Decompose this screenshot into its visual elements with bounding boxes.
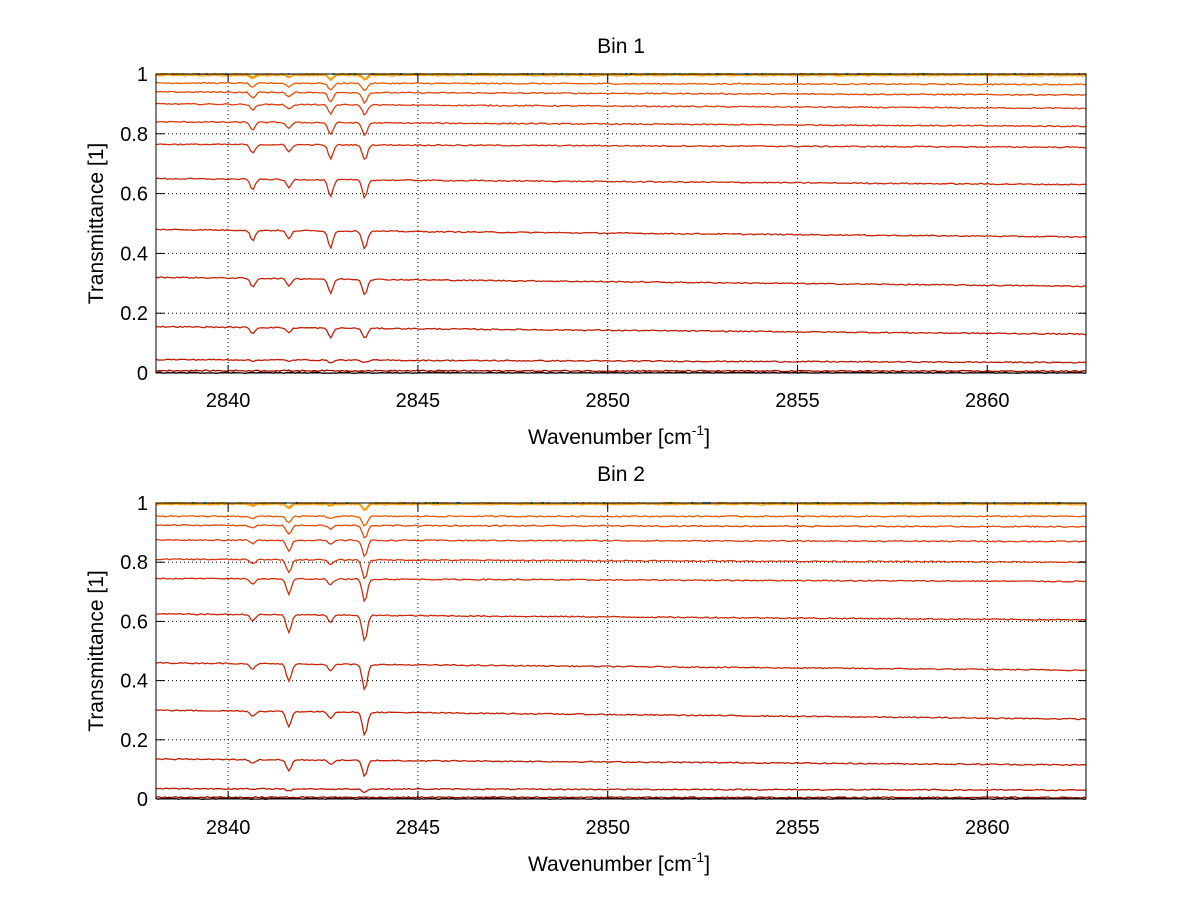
series-line-12	[156, 325, 1086, 340]
y-tick-label: 0.2	[120, 730, 148, 752]
y-tick-label: 1	[137, 493, 148, 515]
chart-title: Bin 1	[597, 35, 645, 58]
series-line-7	[156, 558, 1086, 580]
series-line-8	[156, 577, 1086, 603]
y-tick-label: 0	[137, 363, 148, 385]
x-tick-label: 2850	[585, 817, 630, 839]
y-tick-label: 0.8	[120, 124, 148, 146]
series-line-13	[156, 358, 1086, 364]
series-line-9	[156, 612, 1086, 643]
series-line-7	[156, 120, 1086, 137]
series-line-12	[156, 757, 1086, 778]
series-line-6	[156, 102, 1086, 117]
x-tick-label: 2845	[396, 390, 441, 412]
y-axis-label: Transmittance [1]	[85, 143, 108, 304]
series-line-13	[156, 787, 1086, 794]
panel-2: 2840 2845 2850 2855 2860 0 0.2 0.4 0.6 0.8 1 Bin 2 W…	[85, 463, 1087, 876]
x-tick-label: 2850	[585, 390, 630, 412]
plot-area	[156, 503, 1086, 799]
series-line-5	[156, 90, 1086, 105]
x-axis-label: Wavenumber [cm-1]	[528, 422, 710, 449]
y-tick-label: 0.2	[120, 303, 148, 325]
y-tick-label: 0.6	[120, 611, 148, 633]
axes-frame	[155, 73, 1087, 374]
x-tick-label: 2860	[965, 390, 1010, 412]
series-line-14	[156, 795, 1086, 799]
panel-1: 2840 2845 2850 2855 2860 0 0.2 0.4 0.6 0.8 1 Bin 1 W…	[85, 35, 1087, 449]
series-line-10	[156, 661, 1086, 692]
y-tick-label: 0.4	[120, 243, 148, 265]
series-line-11	[156, 276, 1086, 296]
series-line-5	[156, 523, 1086, 539]
x-tick-label: 2855	[775, 390, 820, 412]
y-tick-label: 0.4	[120, 671, 148, 693]
y-tick-label: 1	[137, 64, 148, 86]
series-line-6	[156, 538, 1086, 558]
x-tick-label: 2860	[965, 817, 1010, 839]
x-tick-label: 2840	[206, 390, 251, 412]
series-line-8	[156, 143, 1086, 161]
series-line-11	[156, 709, 1086, 737]
series-line-4	[156, 514, 1086, 527]
y-tick-label: 0.6	[120, 184, 148, 206]
x-tick-label: 2845	[396, 817, 441, 839]
series-line-10	[156, 228, 1086, 250]
series-line-14	[156, 369, 1086, 373]
series-line-3	[156, 74, 1086, 82]
series-line-4	[156, 81, 1086, 92]
series-group	[156, 501, 1086, 801]
series-line-9	[156, 177, 1086, 200]
x-axis-label: Wavenumber [cm-1]	[528, 849, 710, 876]
x-tick-label: 2855	[775, 817, 820, 839]
axes-frame	[155, 502, 1087, 800]
y-tick-label: 0	[137, 789, 148, 811]
chart-title: Bin 2	[597, 463, 645, 486]
y-tick-label: 0.8	[120, 552, 148, 574]
y-axis-label: Transmittance [1]	[85, 570, 108, 731]
series-line-3	[156, 503, 1086, 512]
x-tick-label: 2840	[206, 817, 251, 839]
